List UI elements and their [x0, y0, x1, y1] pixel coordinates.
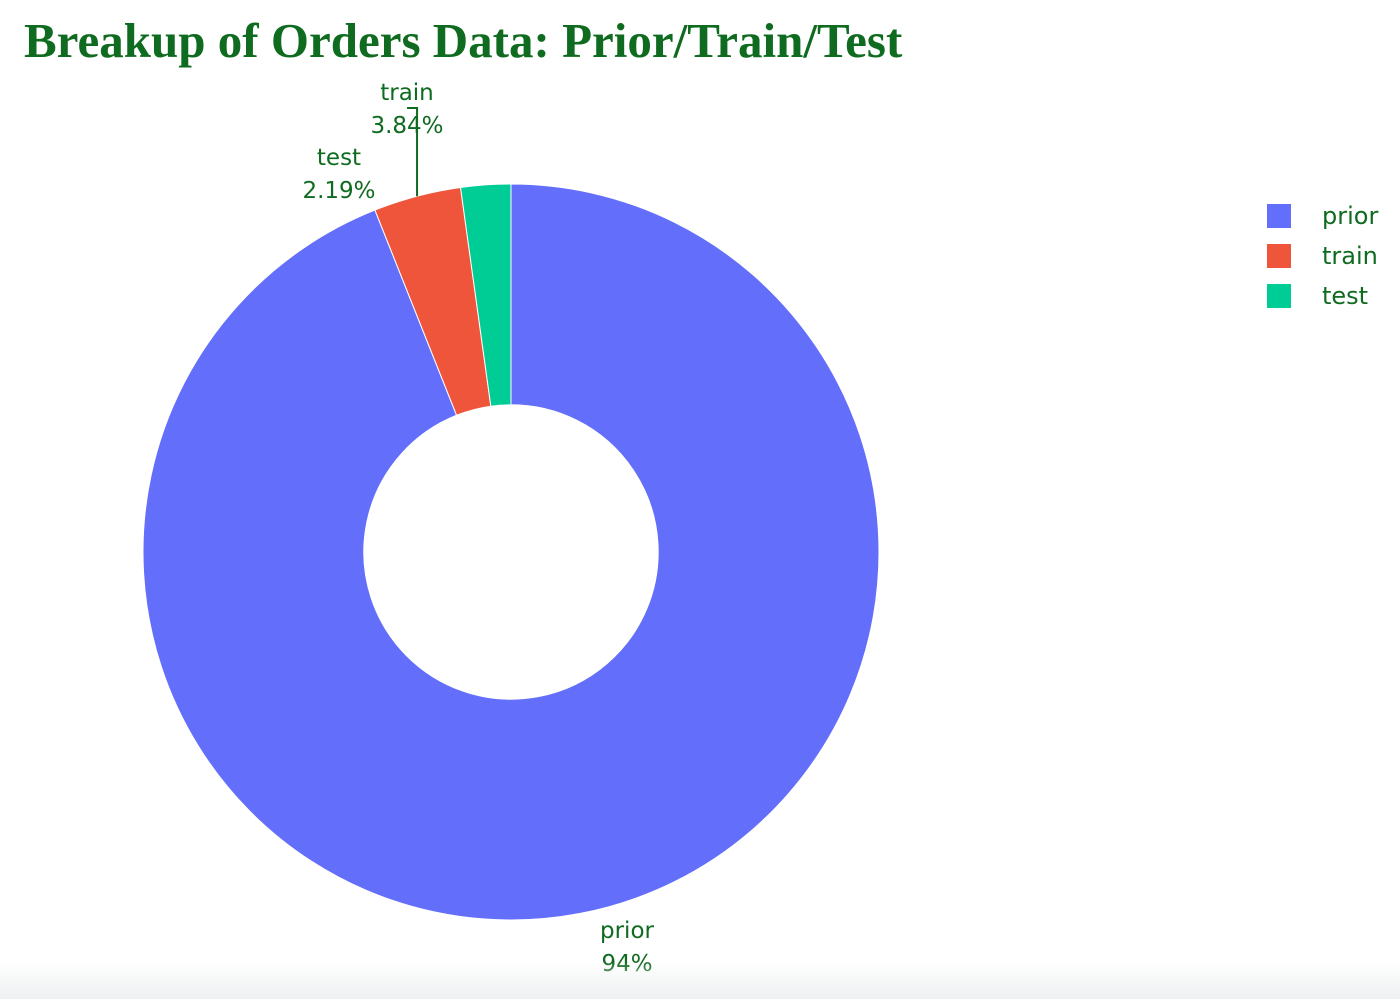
chart-title: Breakup of Orders Data: Prior/Train/Test	[24, 13, 903, 68]
legend: prior train test	[1267, 196, 1378, 316]
legend-item-test[interactable]: test	[1267, 276, 1378, 316]
legend-label-prior: prior	[1322, 202, 1379, 230]
legend-swatch-train	[1267, 244, 1291, 268]
donut-slices	[142, 183, 880, 921]
legend-swatch-test	[1267, 284, 1291, 308]
legend-item-train[interactable]: train	[1267, 236, 1378, 276]
legend-label-test: test	[1322, 282, 1369, 310]
legend-item-prior[interactable]: prior	[1267, 196, 1378, 236]
bottom-fade	[0, 961, 1400, 999]
legend-swatch-prior	[1267, 204, 1291, 228]
legend-label-train: train	[1322, 242, 1378, 270]
slice-label-percent-train: 3.84%	[370, 113, 443, 139]
slice-test[interactable]	[459, 183, 512, 407]
slice-label-name-train: train	[380, 80, 434, 106]
slice-label-name-prior: prior	[600, 918, 655, 944]
leader-line-train	[407, 107, 419, 197]
slice-label-name-test: test	[317, 145, 361, 171]
slice-label-percent-test: 2.19%	[302, 178, 375, 204]
slice-prior[interactable]	[142, 183, 880, 921]
